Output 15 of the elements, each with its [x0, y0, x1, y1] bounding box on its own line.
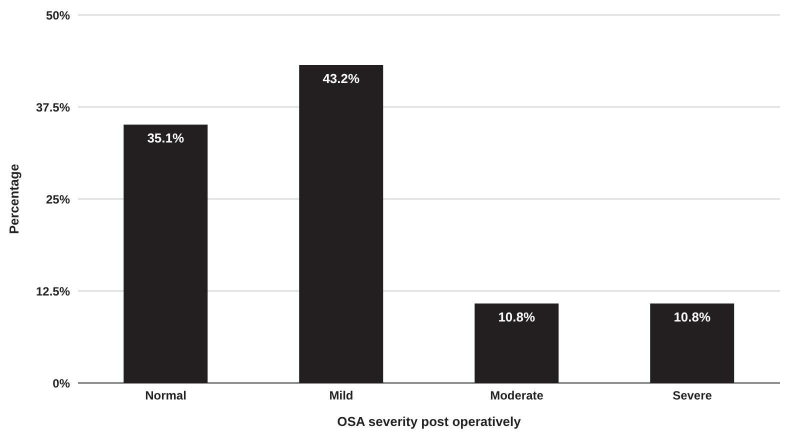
- data-label: 35.1%: [147, 130, 184, 146]
- y-tick-label: 12.5%: [36, 284, 70, 298]
- y-tick-label: 37.5%: [36, 100, 70, 114]
- x-tick-label: Normal: [145, 388, 186, 403]
- y-tick-label: 50%: [46, 8, 70, 22]
- x-tick-label: Mild: [329, 388, 354, 403]
- y-tick-label: 25%: [46, 192, 70, 206]
- x-axis-title: OSA severity post operatively: [337, 414, 522, 429]
- y-tick-label: 0%: [52, 376, 70, 390]
- x-tick-label: Severe: [672, 388, 712, 403]
- data-label: 43.2%: [322, 71, 360, 86]
- data-label: 10.8%: [498, 310, 536, 325]
- y-axis-title: Percentage: [6, 164, 22, 234]
- data-label: 10.8%: [674, 310, 711, 325]
- x-tick-label: Moderate: [490, 388, 544, 403]
